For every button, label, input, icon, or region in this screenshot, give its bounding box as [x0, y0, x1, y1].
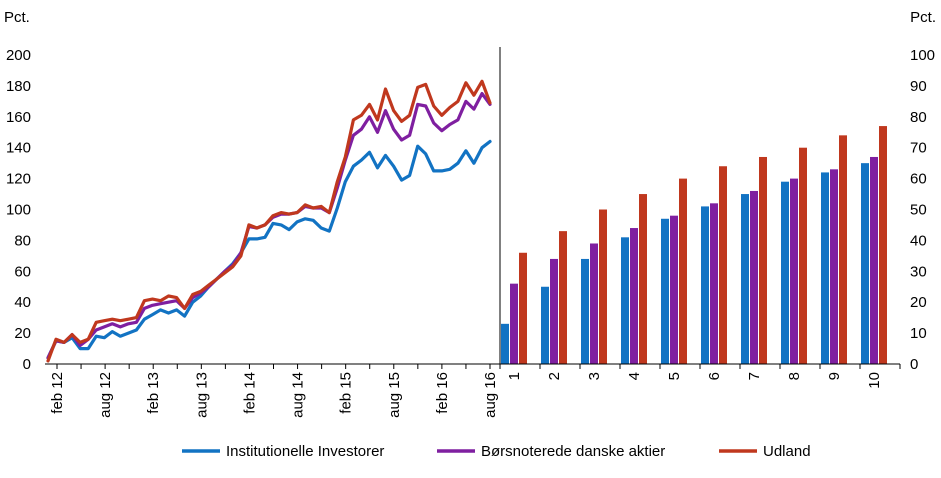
- left-y-tick-label-2: 40: [14, 294, 31, 311]
- left-y-axis: 0 20 40 60 80 100 120 140 160 180 200: [6, 47, 31, 373]
- line-x-tick-label-6: feb 15: [338, 372, 355, 414]
- right-y-axis: 0 10 20 30 40 50 60 70 80 90 100: [910, 47, 935, 373]
- bar-2-2: [599, 209, 607, 364]
- right-y-tick-label-2: 20: [910, 294, 927, 311]
- right-y-tick-label-7: 70: [910, 140, 927, 157]
- line-x-tick-label-4: feb 14: [241, 372, 258, 414]
- left-y-tick-label-8: 160: [6, 109, 31, 126]
- bar-0-3: [621, 237, 629, 364]
- bar-x-tick-label-8: 9: [826, 372, 843, 380]
- bar-0-0: [501, 323, 509, 364]
- bar-2-8: [839, 135, 847, 364]
- bar-1-1: [550, 258, 558, 364]
- right-y-tick-label-9: 90: [910, 78, 927, 95]
- legend: Institutionelle Investorer Børsnoterede d…: [182, 443, 811, 460]
- left-unit-label: Pct.: [4, 9, 30, 26]
- bar-2-6: [759, 156, 767, 364]
- right-y-tick-label-4: 40: [910, 232, 927, 249]
- left-y-tick-label-9: 180: [6, 78, 31, 95]
- left-y-tick-label-0: 0: [23, 356, 31, 373]
- line-x-tick-label-5: aug 14: [290, 372, 307, 418]
- left-y-tick-label-7: 140: [6, 140, 31, 157]
- bar-x-tick-label-1: 2: [546, 372, 563, 380]
- line-x-tick-label-8: feb 16: [434, 372, 451, 414]
- right-y-tick-label-5: 50: [910, 202, 927, 219]
- line-x-tick-label-9: aug 16: [482, 372, 499, 418]
- bar-1-4: [670, 215, 678, 364]
- bar-1-8: [830, 169, 838, 364]
- bar-1-3: [630, 228, 638, 364]
- left-y-tick-label-1: 20: [14, 325, 31, 342]
- left-y-tick-label-6: 120: [6, 171, 31, 188]
- bar-2-1: [559, 231, 567, 364]
- right-y-tick-label-0: 0: [910, 356, 918, 373]
- bar-2-4: [679, 178, 687, 364]
- right-y-tick-label-6: 60: [910, 171, 927, 188]
- right-y-tick-label-10: 100: [910, 47, 935, 64]
- bar-2-0: [519, 252, 527, 364]
- bar-1-2: [590, 243, 598, 364]
- line-x-axis: feb 12 aug 12 feb 13 aug 13 feb 14 aug 14 feb …: [49, 364, 499, 418]
- bar-2-3: [639, 194, 647, 364]
- bar-2-7: [799, 147, 807, 364]
- bar-1-6: [750, 190, 758, 364]
- line-series-0: [46, 139, 492, 360]
- bar-2-9: [879, 126, 887, 364]
- bar-x-tick-label-9: 10: [866, 372, 883, 389]
- line-x-tick-label-0: feb 12: [49, 372, 66, 414]
- bar-x-tick-label-2: 3: [586, 372, 603, 380]
- bar-0-6: [741, 194, 749, 364]
- bar-x-tick-label-6: 7: [746, 372, 763, 380]
- bar-0-4: [661, 218, 669, 364]
- bar-x-tick-label-4: 5: [666, 372, 683, 380]
- bar-0-8: [821, 172, 829, 364]
- bar-2-5: [719, 166, 727, 364]
- legend-label-2: Udland: [763, 443, 811, 460]
- bar-plot-area: [501, 126, 887, 364]
- left-y-tick-label-10: 200: [6, 47, 31, 64]
- bar-0-5: [701, 206, 709, 364]
- bar-1-0: [510, 283, 518, 364]
- bar-x-axis: 1 2 3 4 5 6 7 8 9 10: [499, 364, 901, 389]
- right-y-tick-label-1: 10: [910, 325, 927, 342]
- line-plot-area: [46, 79, 492, 363]
- line-x-tick-label-7: aug 15: [386, 372, 403, 418]
- left-y-tick-label-3: 60: [14, 263, 31, 280]
- bar-x-tick-label-5: 6: [706, 372, 723, 380]
- legend-label-1: Børsnoterede danske aktier: [481, 443, 665, 460]
- right-y-tick-label-3: 30: [910, 263, 927, 280]
- line-x-tick-label-2: feb 13: [145, 372, 162, 414]
- line-x-tick-label-3: aug 13: [193, 372, 210, 418]
- bar-0-1: [541, 286, 549, 364]
- left-y-tick-label-5: 100: [6, 202, 31, 219]
- right-y-tick-label-8: 80: [910, 109, 927, 126]
- line-x-tick-label-1: aug 12: [97, 372, 114, 418]
- bar-1-9: [870, 156, 878, 364]
- bar-0-9: [861, 163, 869, 364]
- right-unit-label: Pct.: [910, 9, 936, 26]
- bar-0-7: [781, 181, 789, 364]
- axes-lines: [45, 47, 900, 365]
- bar-1-7: [790, 178, 798, 364]
- left-y-tick-label-4: 80: [14, 232, 31, 249]
- bar-x-tick-label-0: 1: [506, 372, 523, 380]
- bar-0-2: [581, 258, 589, 364]
- line-series-2: [46, 79, 492, 363]
- legend-label-0: Institutionelle Investorer: [226, 443, 384, 460]
- bar-x-tick-label-7: 8: [786, 372, 803, 380]
- bar-1-5: [710, 203, 718, 364]
- bar-x-tick-label-3: 4: [626, 372, 643, 380]
